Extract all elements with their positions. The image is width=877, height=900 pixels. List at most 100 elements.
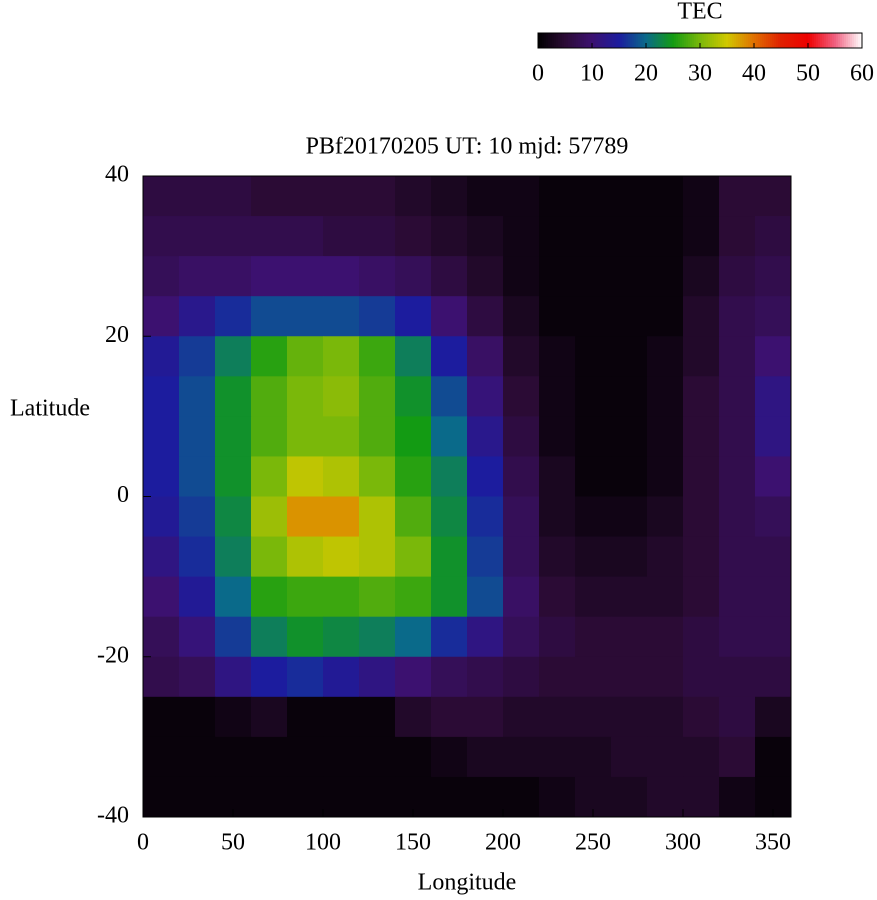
- heat-cell: [431, 536, 468, 578]
- heat-cell: [323, 176, 360, 217]
- heat-cell: [395, 416, 432, 457]
- colorbar-swatch: [760, 33, 763, 48]
- colorbar-swatch: [856, 33, 859, 48]
- heat-cell: [575, 496, 612, 538]
- colorbar-swatch: [784, 33, 787, 48]
- heat-cell: [287, 656, 324, 698]
- heat-cell: [215, 496, 252, 538]
- heat-cell: [287, 256, 324, 297]
- colorbar-swatch: [608, 33, 611, 48]
- colorbar-swatch: [832, 33, 835, 48]
- heat-cell: [287, 416, 324, 457]
- colorbar-swatch: [648, 33, 651, 48]
- heat-cell: [287, 696, 324, 738]
- heat-cell: [647, 336, 684, 377]
- heat-cell: [755, 616, 792, 658]
- heat-cell: [503, 376, 540, 417]
- colorbar-swatch: [830, 33, 833, 48]
- heat-cell: [323, 496, 360, 538]
- heat-cell: [215, 296, 252, 337]
- heat-cell: [359, 216, 396, 257]
- heat-cell: [395, 736, 432, 778]
- colorbar-swatch: [712, 33, 715, 48]
- heat-cell: [755, 456, 792, 497]
- x-tick-label: 350: [755, 830, 791, 856]
- heat-cell: [395, 456, 432, 497]
- heat-cell: [359, 576, 396, 618]
- heat-cell: [575, 416, 612, 457]
- colorbar-swatch: [692, 33, 695, 48]
- heat-cell: [647, 616, 684, 658]
- heat-cell: [503, 456, 540, 497]
- heat-cell: [215, 576, 252, 618]
- heat-cell: [251, 416, 288, 457]
- colorbar-tick-label: 10: [580, 61, 604, 87]
- x-tick-label: 100: [305, 830, 341, 856]
- heat-cell: [359, 496, 396, 538]
- heat-cell: [539, 696, 576, 738]
- heat-cell: [755, 496, 792, 538]
- heat-cell: [359, 256, 396, 297]
- colorbar-swatch: [634, 33, 637, 48]
- heat-cell: [539, 576, 576, 618]
- heat-cell: [431, 496, 468, 538]
- heat-cell: [395, 336, 432, 377]
- heat-cell: [611, 176, 648, 217]
- colorbar-swatch: [660, 33, 663, 48]
- colorbar-swatch: [796, 33, 799, 48]
- heat-cell: [683, 536, 720, 578]
- colorbar-swatch: [670, 33, 673, 48]
- heat-cell: [251, 296, 288, 337]
- heat-cell: [179, 416, 216, 457]
- heat-cell: [431, 776, 468, 818]
- heat-cell: [575, 736, 612, 778]
- heat-cell: [359, 536, 396, 578]
- colorbar-swatch: [684, 33, 687, 48]
- heat-cell: [431, 256, 468, 297]
- heat-cell: [539, 656, 576, 698]
- colorbar-swatch: [548, 33, 551, 48]
- heat-cell: [611, 576, 648, 618]
- colorbar-swatch: [828, 33, 831, 48]
- colorbar-swatch: [666, 33, 669, 48]
- colorbar-swatch: [646, 33, 649, 48]
- heat-cell: [503, 656, 540, 698]
- colorbar-swatch: [714, 33, 717, 48]
- y-tick-label: 0: [117, 482, 129, 508]
- heat-cell: [467, 296, 504, 337]
- colorbar-swatch: [748, 33, 751, 48]
- heat-cell: [179, 216, 216, 257]
- colorbar-swatch: [604, 33, 607, 48]
- heat-cell: [431, 296, 468, 337]
- heat-cell: [755, 336, 792, 377]
- heat-cell: [467, 456, 504, 497]
- colorbar-tick-label: 40: [742, 61, 766, 87]
- heat-cell: [395, 176, 432, 217]
- colorbar-swatch: [756, 33, 759, 48]
- heat-cell: [503, 776, 540, 818]
- colorbar-swatch: [814, 33, 817, 48]
- heat-cell: [539, 216, 576, 257]
- heat-cell: [215, 336, 252, 377]
- heat-cell: [359, 416, 396, 457]
- heat-cell: [467, 376, 504, 417]
- heat-cell: [179, 376, 216, 417]
- heat-cell: [503, 616, 540, 658]
- heat-cell: [755, 296, 792, 337]
- heat-cell: [683, 456, 720, 497]
- colorbar-swatch: [644, 33, 647, 48]
- colorbar-swatch: [620, 33, 623, 48]
- colorbar-tick-label: 50: [796, 61, 820, 87]
- colorbar-swatch: [746, 33, 749, 48]
- heat-cell: [143, 616, 180, 658]
- heat-cell: [683, 496, 720, 538]
- colorbar-swatch: [858, 33, 861, 48]
- heat-cell: [467, 536, 504, 578]
- heat-cell: [539, 456, 576, 497]
- colorbar-swatch: [722, 33, 725, 48]
- colorbar-swatch: [590, 33, 593, 48]
- colorbar-swatch: [654, 33, 657, 48]
- colorbar-swatch: [594, 33, 597, 48]
- colorbar-swatch: [860, 33, 863, 48]
